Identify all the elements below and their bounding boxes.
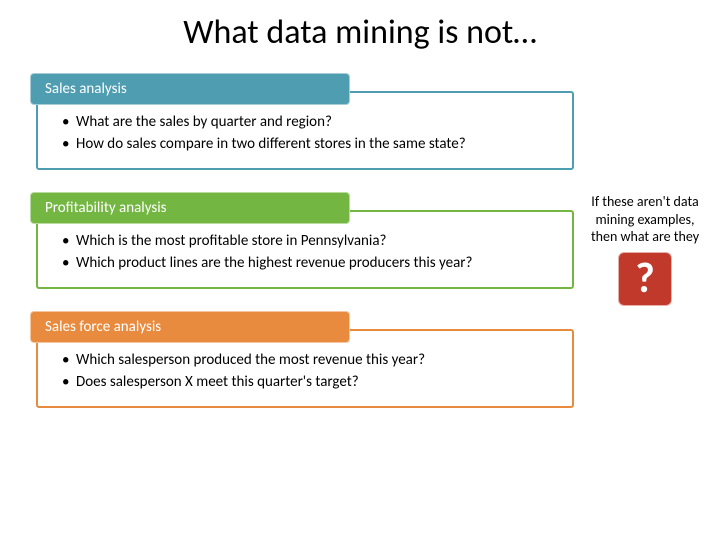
- box-header: Sales force analysis: [30, 311, 350, 343]
- callout: If these aren't data mining examples, th…: [586, 193, 704, 306]
- bullet-item: What are the sales by quarter and region…: [62, 113, 558, 133]
- content-area: Sales analysis What are the sales by qua…: [0, 73, 720, 430]
- box-sales-force-analysis: Sales force analysis Which salesperson p…: [36, 311, 574, 408]
- bullet-item: How do sales compare in two different st…: [62, 135, 558, 155]
- slide-title: What data mining is not…: [0, 0, 720, 73]
- left-column: Sales analysis What are the sales by qua…: [36, 73, 574, 430]
- box-sales-analysis: Sales analysis What are the sales by qua…: [36, 73, 574, 170]
- bullet-item: Which product lines are the highest reve…: [62, 254, 558, 274]
- bullet-item: Which salesperson produced the most reve…: [62, 351, 558, 371]
- bullet-item: Does salesperson X meet this quarter's t…: [62, 373, 558, 393]
- bullet-item: Which is the most profitable store in Pe…: [62, 232, 558, 252]
- callout-text: If these aren't data mining examples, th…: [586, 193, 704, 246]
- callout-question-mark: ?: [618, 252, 672, 306]
- box-header: Sales analysis: [30, 73, 350, 105]
- box-profitability-analysis: Profitability analysis Which is the most…: [36, 192, 574, 289]
- callout-column: If these aren't data mining examples, th…: [586, 73, 704, 430]
- box-header: Profitability analysis: [30, 192, 350, 224]
